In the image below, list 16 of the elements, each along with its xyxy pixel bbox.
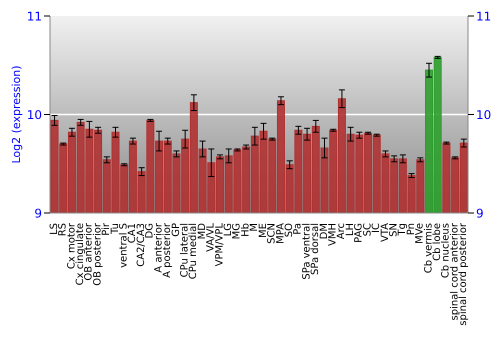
x-tick-label: A posterior — [162, 222, 174, 278]
y-tick-label: 11 — [26, 9, 42, 24]
x-tick-label: Pa — [292, 223, 304, 235]
x-tick-label: GP — [170, 223, 182, 237]
x-tick-label: Tg — [397, 223, 408, 236]
x-tick-label: spinal cord posterior — [458, 222, 470, 326]
y-tick-label: 10 — [26, 108, 42, 122]
y2-tick-label: 9 — [476, 206, 484, 220]
y-axis-title: Log2 (expression) — [10, 65, 23, 164]
y-tick-label: 9 — [34, 206, 42, 220]
x-tick-label: OB posterior — [92, 222, 104, 286]
y2-tick-label: 11 — [476, 9, 492, 24]
y2-tick-label: 10 — [476, 108, 492, 122]
x-tick-label: MVe — [414, 223, 426, 244]
x-tick-label: DG — [144, 223, 156, 238]
x-tick-label: RS — [58, 223, 69, 236]
